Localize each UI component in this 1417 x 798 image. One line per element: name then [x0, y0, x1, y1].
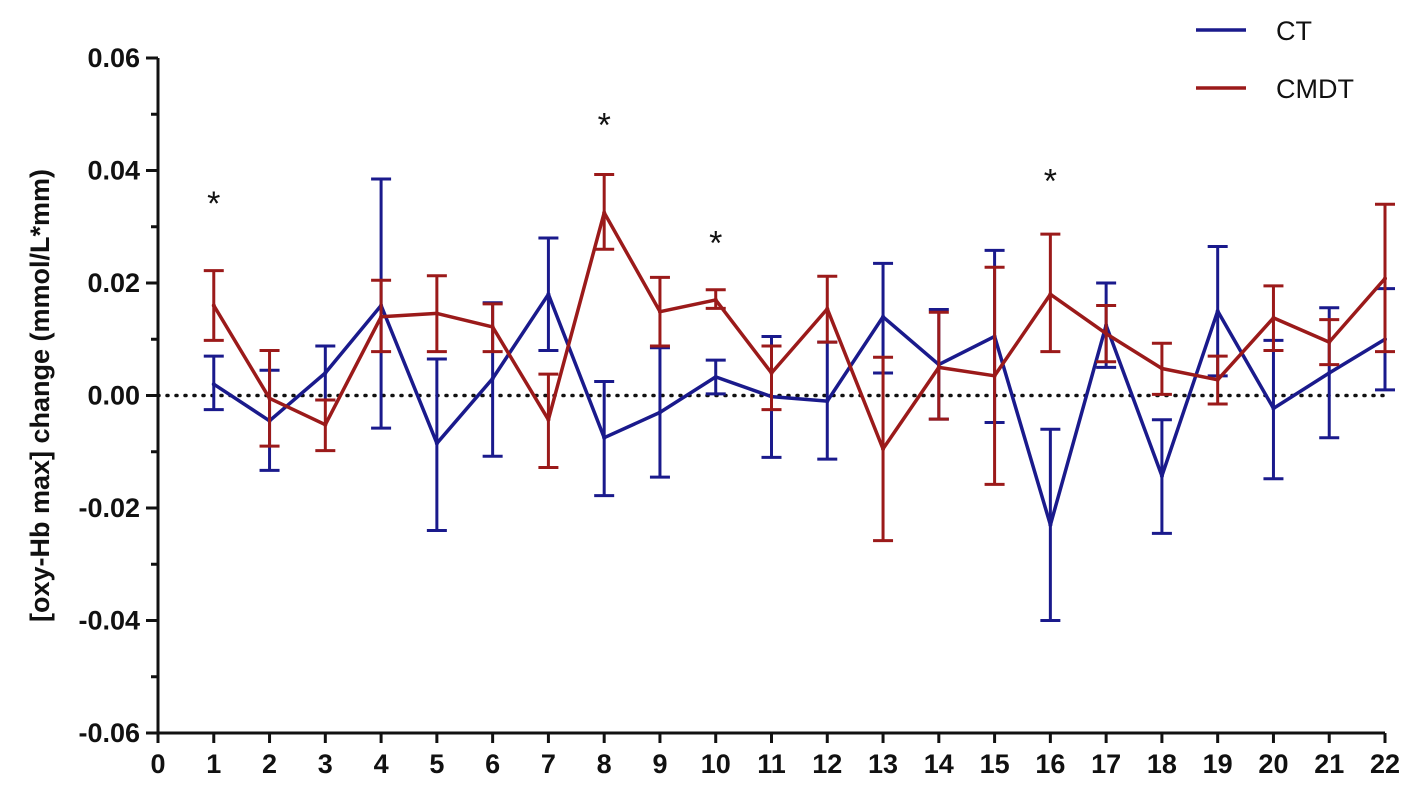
x-tick-label: 14 [924, 749, 954, 779]
x-tick-label: 21 [1314, 749, 1344, 779]
x-tick-label: 0 [150, 749, 165, 779]
data-point [936, 365, 941, 370]
data-point [490, 376, 495, 381]
data-point [323, 371, 328, 375]
data-point [490, 324, 495, 329]
x-tick-label: 12 [812, 749, 842, 779]
data-point [546, 417, 551, 422]
data-point [769, 371, 774, 375]
x-tick-label: 10 [701, 749, 731, 779]
y-tick-label: -0.04 [78, 606, 140, 636]
data-point [1215, 377, 1220, 382]
y-tick-label: 0.06 [87, 43, 140, 73]
legend-entry-ct: CT [1196, 16, 1312, 46]
data-point [1159, 366, 1164, 371]
data-point [602, 435, 607, 440]
data-point [267, 396, 272, 401]
x-tick-label: 18 [1147, 749, 1177, 779]
x-tick-label: 19 [1203, 749, 1233, 779]
data-point [1104, 331, 1109, 336]
x-tick-label: 1 [206, 749, 221, 779]
data-point [1215, 309, 1220, 314]
plot-area: 0.060.040.020.00-0.02-0.04-0.060 1 2 3 4 5 6 7 8… [78, 43, 1400, 779]
data-point [657, 309, 662, 314]
significance-star: * [1044, 163, 1057, 201]
data-point [323, 422, 328, 427]
data-point [434, 311, 439, 316]
data-point [825, 306, 830, 311]
x-tick-label: 7 [541, 749, 556, 779]
data-point [1048, 522, 1053, 527]
x-tick-label: 13 [868, 749, 898, 779]
x-tick-label: 6 [485, 749, 500, 779]
significance-star: * [207, 185, 220, 223]
y-tick-label: 0.00 [87, 381, 140, 411]
x-tick-label: 15 [980, 749, 1010, 779]
data-point [602, 210, 607, 215]
legend: CT CMDT [1196, 16, 1354, 104]
data-point [1159, 473, 1164, 478]
data-point [713, 374, 718, 379]
y-tick-label: -0.06 [78, 718, 140, 748]
series-cmdt [203, 172, 1395, 543]
data-point [1383, 276, 1387, 281]
y-axis-title: [oxy-Hb max] change (mmol/L*mm) [25, 169, 55, 622]
x-tick-label: 3 [318, 749, 333, 779]
x-tick-label: 17 [1091, 749, 1121, 779]
data-point [1271, 315, 1276, 320]
data-point [713, 297, 718, 302]
legend-label: CMDT [1276, 74, 1354, 104]
significance-star: * [709, 224, 722, 262]
series-line-ct [212, 292, 1386, 527]
data-point [1327, 340, 1332, 345]
legend-entry-cmdt: CMDT [1196, 74, 1354, 104]
data-point [825, 399, 830, 404]
data-point [211, 303, 216, 308]
data-point [379, 314, 384, 319]
legend-label: CT [1276, 16, 1312, 46]
data-point [1327, 371, 1332, 375]
x-tick-label: 16 [1035, 749, 1065, 779]
data-point [881, 314, 886, 319]
data-point [434, 441, 439, 446]
series-line-cmdt [212, 210, 1387, 451]
data-point [1271, 406, 1276, 411]
data-point [881, 446, 886, 451]
significance-star: * [598, 106, 611, 144]
x-tick-label: 20 [1258, 749, 1288, 779]
series-ct [203, 177, 1395, 622]
data-point [992, 373, 997, 378]
x-tick-label: 8 [597, 749, 612, 779]
data-point [1048, 292, 1053, 297]
data-point [211, 382, 216, 387]
x-tick-label: 4 [374, 749, 389, 779]
x-tick-label: 11 [757, 749, 786, 779]
y-tick-label: 0.04 [87, 156, 140, 186]
x-tick-label: 9 [652, 749, 667, 779]
x-tick-label: 5 [429, 749, 444, 779]
x-tick-label: 22 [1370, 749, 1400, 779]
y-tick-label: 0.02 [87, 268, 140, 298]
x-tick-label: 2 [262, 749, 277, 779]
data-point [657, 410, 662, 415]
y-tick-label: -0.02 [78, 493, 140, 523]
data-point [546, 292, 551, 297]
